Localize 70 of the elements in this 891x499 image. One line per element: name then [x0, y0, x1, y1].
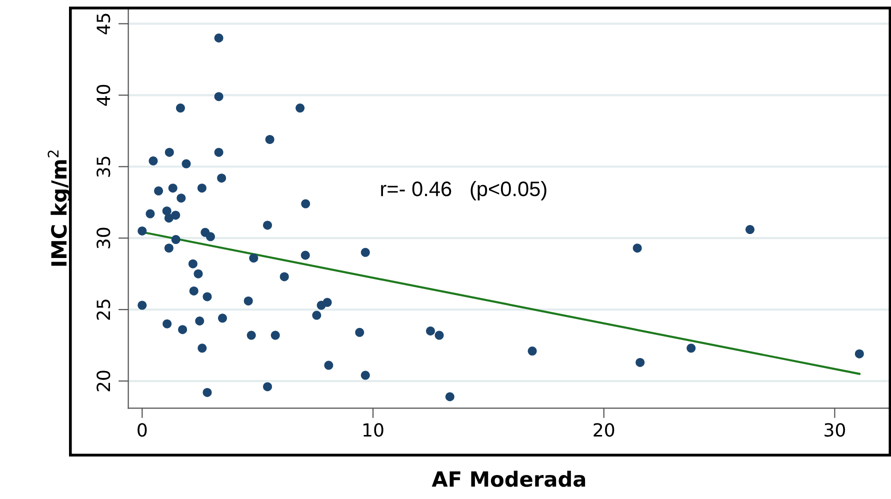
point — [300, 250, 310, 260]
y-tick-label: 20 — [96, 370, 110, 392]
y-tick-label: 40 — [96, 84, 110, 106]
x-axis-title: AF Moderada — [432, 470, 586, 487]
point — [168, 184, 178, 193]
point — [296, 104, 305, 113]
point — [249, 254, 258, 263]
point — [206, 232, 215, 242]
point — [686, 344, 696, 353]
point — [244, 296, 253, 306]
point — [188, 259, 198, 268]
point — [176, 194, 186, 203]
point — [265, 134, 274, 144]
point — [138, 300, 147, 310]
point — [445, 392, 454, 402]
y-axis-title: IMC kg/m$^{2}$ — [48, 150, 71, 266]
point — [434, 330, 444, 340]
point — [263, 220, 272, 230]
point — [360, 370, 370, 380]
point — [171, 210, 180, 220]
point — [324, 360, 334, 370]
y-tick-label: 45 — [96, 14, 110, 34]
point — [164, 148, 174, 157]
point — [636, 358, 645, 367]
point — [360, 248, 370, 257]
point — [176, 104, 185, 113]
y-tick-label: 30 — [96, 228, 110, 248]
point — [263, 382, 272, 392]
point — [154, 186, 164, 196]
y-tick-label: 25 — [96, 300, 110, 320]
point — [202, 292, 212, 302]
point — [280, 272, 289, 282]
point — [178, 325, 188, 334]
point — [426, 326, 435, 336]
y-tick-label: 35 — [96, 156, 110, 177]
point — [162, 206, 172, 216]
point — [171, 235, 180, 244]
x-tick-label: 30 — [824, 423, 845, 437]
point — [218, 314, 227, 323]
point — [198, 344, 207, 353]
point — [197, 184, 206, 193]
point — [138, 226, 147, 236]
point — [214, 92, 224, 102]
point — [528, 346, 537, 356]
point — [217, 174, 226, 183]
point — [146, 209, 155, 218]
point — [322, 298, 332, 307]
point — [214, 148, 224, 157]
x-tick-label: 0 — [138, 423, 147, 437]
point — [189, 286, 198, 296]
point — [270, 330, 280, 340]
point — [854, 349, 864, 358]
point — [632, 244, 642, 253]
point — [301, 199, 310, 208]
point — [148, 156, 158, 166]
x-tick-label: 10 — [364, 423, 384, 437]
point — [162, 319, 172, 328]
point — [194, 269, 203, 278]
point — [164, 214, 174, 223]
point — [164, 244, 174, 253]
point — [195, 316, 204, 326]
point — [214, 34, 224, 42]
point — [312, 310, 322, 320]
point — [745, 225, 754, 234]
annotation: r=- 0.46 (p<0.05) — [381, 180, 546, 200]
point — [246, 330, 256, 340]
point — [182, 159, 191, 168]
point — [202, 388, 212, 397]
point — [355, 328, 364, 337]
x-tick-label: 20 — [594, 423, 614, 437]
